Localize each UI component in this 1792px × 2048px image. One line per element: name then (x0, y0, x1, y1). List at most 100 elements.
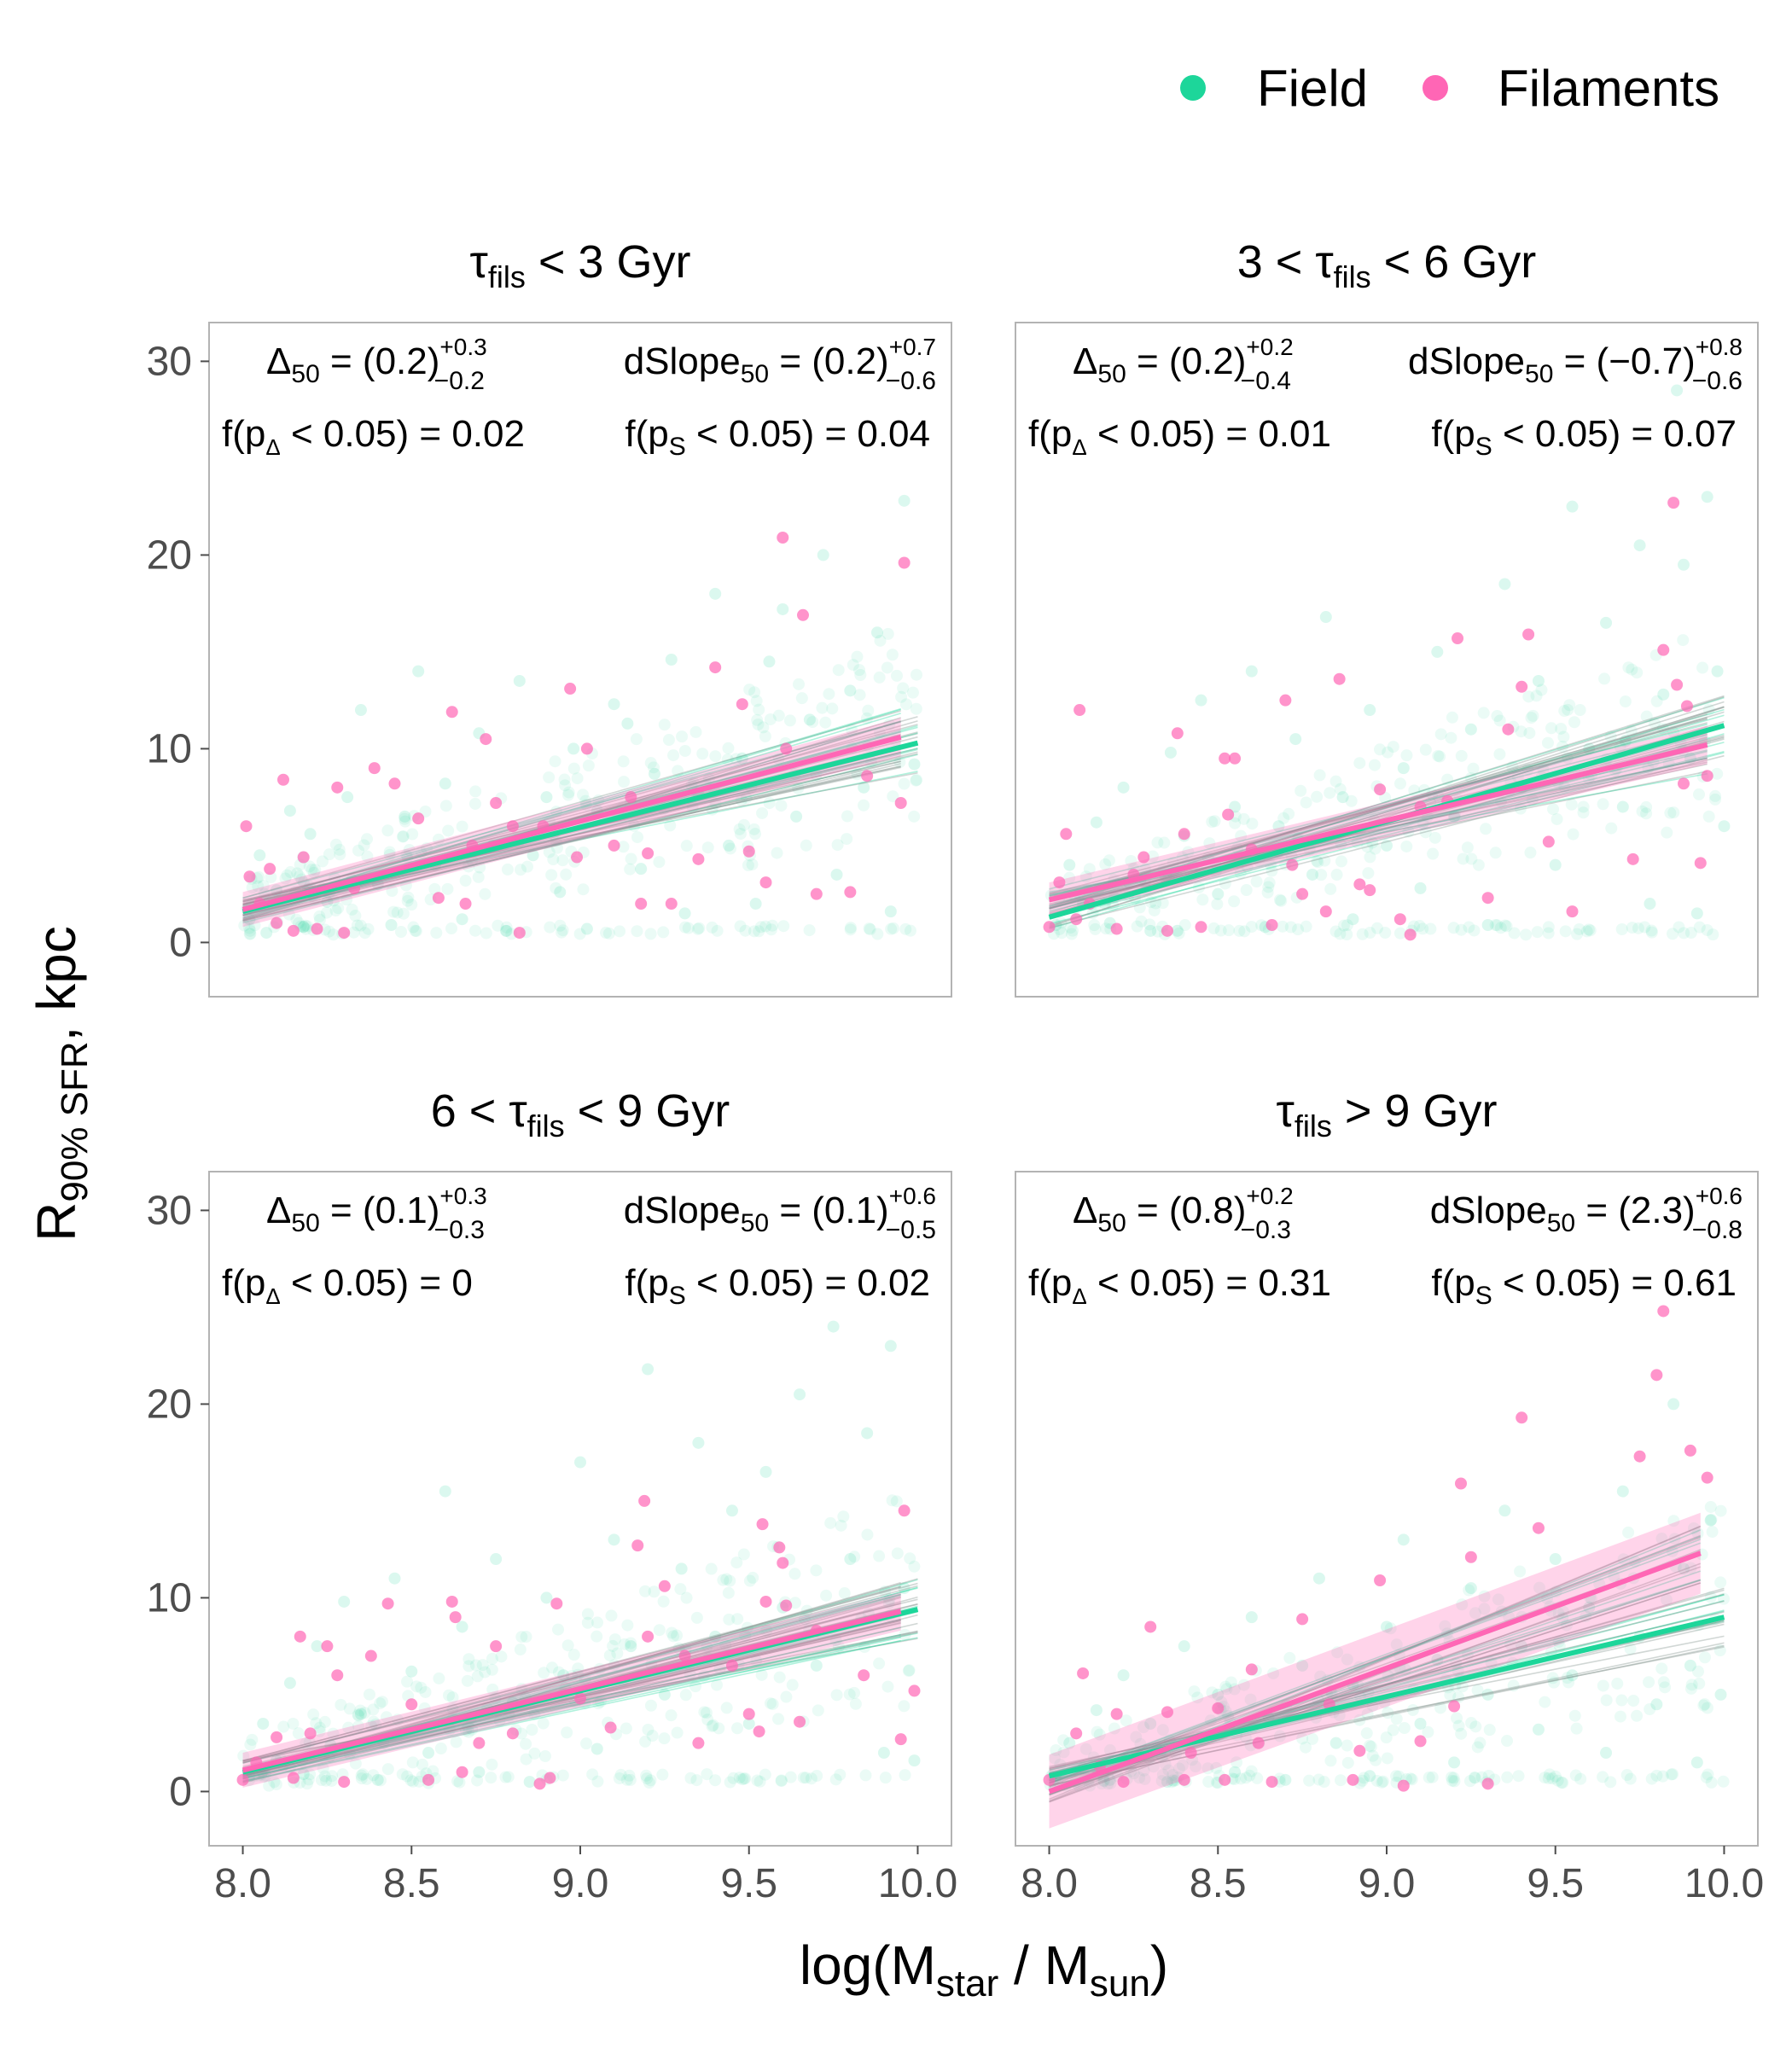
field-galaxy-point (503, 1709, 515, 1722)
field-galaxy-point (686, 801, 699, 814)
field-galaxy-point (832, 1640, 845, 1653)
field-galaxy-point (416, 1758, 428, 1771)
field-galaxy-point (367, 1715, 380, 1728)
field-galaxy-point (730, 1556, 743, 1569)
delta50-annotation: Δ50 = (0.2)+0.3 (266, 334, 487, 388)
field-galaxy-point (826, 702, 839, 715)
bootstrap-fit-line (242, 1593, 901, 1764)
field-galaxy-point (1353, 1661, 1366, 1673)
field-galaxy-point (1214, 924, 1227, 937)
filament-galaxy-point (381, 1597, 394, 1610)
field-galaxy-point (1461, 841, 1474, 854)
field-galaxy-point (743, 1574, 756, 1587)
field-galaxy-point (572, 1662, 585, 1675)
field-galaxy-point (1684, 752, 1696, 765)
field-galaxy-point (1402, 825, 1415, 838)
bootstrap-fit-line (242, 1598, 918, 1762)
field-galaxy-point (1382, 1707, 1394, 1719)
field-galaxy-point (800, 839, 812, 852)
filament-galaxy-point (1455, 1477, 1467, 1490)
field-galaxy-point (456, 820, 468, 833)
field-galaxy-point (861, 1528, 874, 1541)
field-galaxy-point (713, 1662, 726, 1675)
field-galaxy-point (550, 841, 563, 854)
field-galaxy-point (1351, 836, 1364, 849)
bootstrap-fit-line (1049, 724, 1708, 890)
field-galaxy-point (538, 1749, 551, 1762)
f-p-slope-annotation: f(pS < 0.05) = 0.04 (625, 413, 930, 461)
field-galaxy-point (443, 1689, 456, 1702)
field-galaxy-point (1514, 1565, 1527, 1578)
field-galaxy-point (1656, 1770, 1669, 1783)
field-galaxy-point (723, 839, 735, 852)
field-galaxy-point (1628, 1555, 1641, 1568)
field-galaxy-point (1495, 1605, 1508, 1618)
bootstrap-fit-line (1049, 1536, 1702, 1784)
field-galaxy-point (1598, 672, 1611, 685)
field-galaxy-point (586, 1768, 599, 1781)
field-galaxy-point (871, 626, 883, 639)
field-galaxy-point (1381, 839, 1393, 852)
field-galaxy-point (277, 1720, 290, 1733)
field-galaxy-point (1696, 661, 1709, 674)
field-galaxy-point (1382, 746, 1394, 759)
field-galaxy-point (897, 682, 910, 695)
field-galaxy-point (476, 1659, 489, 1672)
field-galaxy-point (624, 1773, 637, 1786)
field-galaxy-point (591, 1775, 604, 1788)
field-galaxy-point (1390, 1638, 1403, 1651)
field-galaxy-point (1204, 1714, 1217, 1727)
bootstrap-fit-line (1049, 1534, 1702, 1788)
field-galaxy-point (1701, 1702, 1713, 1714)
field-galaxy-point (730, 753, 742, 765)
field-galaxy-point (1559, 925, 1572, 938)
field-galaxy-point (709, 1630, 722, 1643)
bootstrap-fit-line (1049, 1594, 1725, 1774)
field-galaxy-point (1667, 806, 1680, 819)
filament-galaxy-point (1657, 643, 1670, 656)
field-galaxy-point (1693, 788, 1706, 800)
field-galaxy-point (844, 923, 857, 936)
field-galaxy-point (1661, 826, 1673, 839)
field-galaxy-point (500, 924, 512, 937)
y-tick-label: 10 (147, 1575, 192, 1620)
field-galaxy-point (1091, 1725, 1103, 1738)
field-galaxy-point (1556, 1777, 1569, 1789)
field-galaxy-point (1220, 1683, 1233, 1696)
field-galaxy-point (1691, 1527, 1704, 1539)
field-galaxy-point (1645, 1772, 1658, 1785)
field-galaxy-point (1324, 882, 1337, 895)
field-galaxy-point (1541, 736, 1554, 749)
field-galaxy-point (485, 1772, 497, 1784)
field-galaxy-point (696, 748, 709, 760)
field-galaxy-point (711, 924, 724, 937)
field-galaxy-point (1364, 851, 1376, 864)
field-galaxy-point (1549, 858, 1562, 871)
filament-galaxy-point (1353, 1744, 1366, 1757)
field-galaxy-point (1233, 924, 1246, 937)
field-galaxy-point (1250, 876, 1263, 888)
field-galaxy-point (1570, 1722, 1583, 1735)
field-galaxy-point (1446, 1774, 1458, 1787)
field-galaxy-point (1543, 1768, 1556, 1781)
field-galaxy-point (354, 704, 367, 717)
filament-galaxy-point (1684, 1444, 1696, 1457)
field-galaxy-point (1571, 928, 1584, 940)
field-galaxy-point (692, 1436, 705, 1449)
field-galaxy-point (608, 1633, 621, 1646)
field-galaxy-point (1231, 842, 1244, 855)
field-galaxy-point (684, 1772, 697, 1784)
field-galaxy-point (748, 686, 761, 699)
field-galaxy-point (1245, 1765, 1258, 1777)
field-galaxy-point (700, 1707, 713, 1719)
field-galaxy-point (1709, 793, 1722, 806)
bootstrap-fit-line (242, 734, 901, 903)
field-galaxy-point (705, 1562, 718, 1575)
bootstrap-fit-line (242, 1633, 901, 1779)
filaments-fit-line (1048, 1551, 1702, 1795)
field-galaxy-point (1329, 1737, 1342, 1749)
field-galaxy-point (1631, 666, 1644, 679)
field-galaxy-point (1262, 881, 1275, 893)
field-galaxy-point (1366, 836, 1379, 849)
